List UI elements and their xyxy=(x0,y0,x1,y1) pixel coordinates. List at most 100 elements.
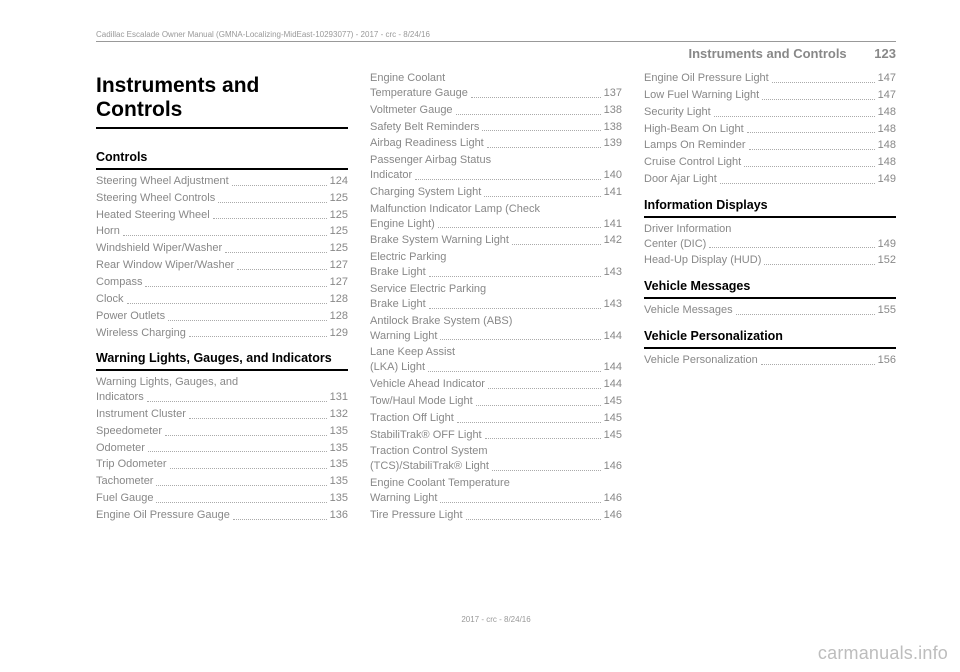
toc-dots xyxy=(476,405,601,406)
toc-dots xyxy=(456,114,601,115)
toc-page: 128 xyxy=(330,309,348,324)
toc-label: Electric Parking xyxy=(370,250,622,265)
toc-dots xyxy=(429,308,601,309)
toc-page: 141 xyxy=(604,185,622,200)
toc-column-1: Instruments and Controls Controls Steeri… xyxy=(96,71,348,525)
toc-item: Antilock Brake System (ABS)Warning Light… xyxy=(370,314,622,344)
toc-list-col2: Engine CoolantTemperature Gauge137Voltme… xyxy=(370,71,622,523)
toc-item: Odometer135 xyxy=(96,441,348,456)
toc-dots xyxy=(512,244,601,245)
toc-label: Compass xyxy=(96,275,142,290)
toc-page: 149 xyxy=(878,172,896,187)
toc-page: 148 xyxy=(878,105,896,120)
toc-label: Engine Light) xyxy=(370,217,435,232)
toc-page: 138 xyxy=(604,103,622,118)
toc-dots xyxy=(772,82,875,83)
toc-label: Wireless Charging xyxy=(96,326,186,341)
toc-label: Warning Lights, Gauges, and xyxy=(96,375,348,390)
toc-page: 128 xyxy=(330,292,348,307)
toc-page: 148 xyxy=(878,122,896,137)
toc-label: Engine Coolant xyxy=(370,71,622,86)
toc-dots xyxy=(148,451,327,452)
page-header-number: 123 xyxy=(874,46,896,61)
toc-label: Speedometer xyxy=(96,424,162,439)
toc-label: Windshield Wiper/Washer xyxy=(96,241,222,256)
toc-list-warning: Warning Lights, Gauges, andIndicators131… xyxy=(96,375,348,523)
toc-label: Indicators xyxy=(96,390,144,405)
toc-item: Voltmeter Gauge138 xyxy=(370,103,622,118)
toc-label: Security Light xyxy=(644,105,711,120)
toc-label: Steering Wheel Adjustment xyxy=(96,174,229,189)
section-head-vehicle-messages: Vehicle Messages xyxy=(644,278,896,299)
toc-label: High-Beam On Light xyxy=(644,122,744,137)
toc-label: Brake Light xyxy=(370,265,426,280)
toc-dots xyxy=(744,166,874,167)
toc-item: Vehicle Messages155 xyxy=(644,303,896,318)
toc-page: 125 xyxy=(330,208,348,223)
section-head-warning: Warning Lights, Gauges, and Indicators xyxy=(96,350,348,371)
toc-item: Steering Wheel Adjustment124 xyxy=(96,174,348,189)
toc-dots xyxy=(428,371,601,372)
page-header: Instruments and Controls 123 xyxy=(96,46,896,61)
toc-label: Brake System Warning Light xyxy=(370,233,509,248)
toc-dots xyxy=(156,502,326,503)
toc-item: Safety Belt Reminders 138 xyxy=(370,120,622,135)
toc-page: 135 xyxy=(330,457,348,472)
toc-label: Malfunction Indicator Lamp (Check xyxy=(370,202,622,217)
toc-dots xyxy=(127,303,327,304)
toc-label: Service Electric Parking xyxy=(370,282,622,297)
toc-page: 146 xyxy=(604,508,622,523)
toc-item: Warning Lights, Gauges, andIndicators131 xyxy=(96,375,348,405)
toc-item: Tow/Haul Mode Light145 xyxy=(370,394,622,409)
toc-item: Instrument Cluster 132 xyxy=(96,407,348,422)
toc-item: High-Beam On Light 148 xyxy=(644,122,896,137)
toc-page: 145 xyxy=(604,411,622,426)
toc-label: StabiliTrak® OFF Light xyxy=(370,428,482,443)
toc-label: (TCS)/StabiliTrak® Light xyxy=(370,459,489,474)
toc-label: Trip Odometer xyxy=(96,457,167,472)
toc-label: Fuel Gauge xyxy=(96,491,153,506)
toc-label: Head-Up Display (HUD) xyxy=(644,253,761,268)
toc-page: 127 xyxy=(330,275,348,290)
toc-page: 149 xyxy=(878,237,896,252)
toc-page: 132 xyxy=(330,407,348,422)
toc-label: Airbag Readiness Light xyxy=(370,136,484,151)
toc-dots xyxy=(471,97,601,98)
toc-item: Service Electric ParkingBrake Light143 xyxy=(370,282,622,312)
toc-item: Rear Window Wiper/Washer127 xyxy=(96,258,348,273)
toc-label: Door Ajar Light xyxy=(644,172,717,187)
toc-dots xyxy=(720,183,875,184)
toc-label: Brake Light xyxy=(370,297,426,312)
toc-page: 138 xyxy=(604,120,622,135)
toc-label: Vehicle Personalization xyxy=(644,353,758,368)
toc-label: Instrument Cluster xyxy=(96,407,186,422)
toc-label: Safety Belt Reminders xyxy=(370,120,479,135)
toc-item: Clock128 xyxy=(96,292,348,307)
toc-dots xyxy=(232,185,327,186)
toc-page: 141 xyxy=(604,217,622,232)
toc-page: 125 xyxy=(330,224,348,239)
section-head-vehicle-personalization: Vehicle Personalization xyxy=(644,328,896,349)
toc-item: Airbag Readiness Light139 xyxy=(370,136,622,151)
toc-item: Electric ParkingBrake Light143 xyxy=(370,250,622,280)
toc-label: Lamps On Reminder xyxy=(644,138,746,153)
toc-dots xyxy=(438,227,601,228)
toc-dots xyxy=(147,401,327,402)
toc-label: Passenger Airbag Status xyxy=(370,153,622,168)
toc-item: Lamps On Reminder148 xyxy=(644,138,896,153)
toc-label: Warning Light xyxy=(370,491,437,506)
toc-page: 127 xyxy=(330,258,348,273)
manual-page: Cadillac Escalade Owner Manual (GMNA-Loc… xyxy=(96,30,896,630)
toc-dots xyxy=(218,202,326,203)
toc-page: 144 xyxy=(604,377,622,392)
toc-dots xyxy=(747,132,875,133)
toc-item: Windshield Wiper/Washer125 xyxy=(96,241,348,256)
toc-label: Vehicle Messages xyxy=(644,303,733,318)
toc-dots xyxy=(736,314,875,315)
toc-page: 146 xyxy=(604,459,622,474)
toc-item: Engine Oil Pressure Gauge136 xyxy=(96,508,348,523)
toc-item: Speedometer135 xyxy=(96,424,348,439)
toc-page: 129 xyxy=(330,326,348,341)
toc-column-2: Engine CoolantTemperature Gauge137Voltme… xyxy=(370,71,622,525)
toc-page: 156 xyxy=(878,353,896,368)
